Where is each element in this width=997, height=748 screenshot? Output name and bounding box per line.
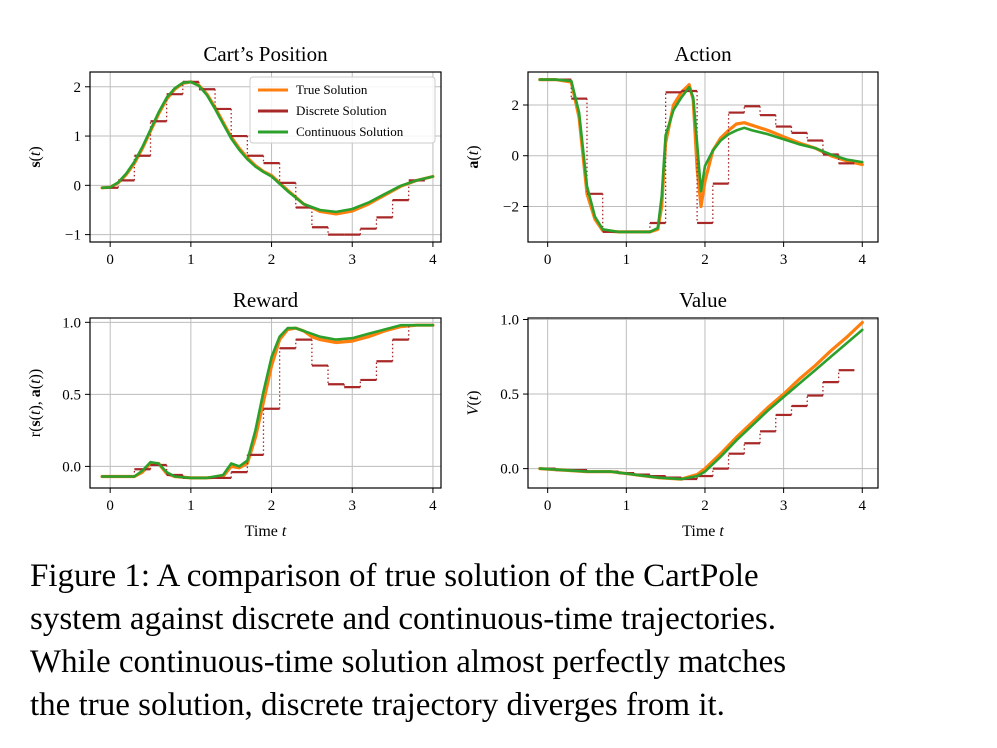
panel-2-y-axis-label: a(t) — [465, 145, 482, 168]
panel-4-true-solution-line — [538, 320, 864, 481]
panel-2-x-tick-label-1: 1 — [623, 252, 631, 268]
panel-1-x-tick-label-1: 1 — [187, 252, 195, 268]
panel-4-y-tick-label-1: 0.5 — [500, 387, 519, 403]
figure: 0 1 2 3 4 −1 0 1 2 Cart’s Position s(t) True Soluti… — [27, 42, 879, 540]
panel-1-legend-label-discrete: Discrete Solution — [296, 103, 387, 118]
panel-2-plot-area — [538, 78, 864, 234]
panel-3-axes-frame — [89, 317, 442, 489]
panel-2-x-tick-label-3: 3 — [780, 252, 788, 268]
panel-3-title: Reward — [233, 288, 299, 312]
panel-3-plot-area — [100, 323, 435, 480]
caption-line-1: Figure 1: A comparison of true solution … — [30, 558, 759, 594]
panel-3-true-solution-line — [100, 323, 435, 480]
panel-1-x-tick-label-3: 3 — [348, 252, 356, 268]
caption-line-4: the true solution, discrete trajectory d… — [30, 687, 725, 723]
panel-1-y-tick-label-2: 1 — [74, 129, 82, 145]
panel-2-y-tick-label-1: 0 — [512, 149, 520, 165]
panel-1-legend-label-continuous: Continuous Solution — [296, 124, 404, 139]
panel-4-x-tick-label-3: 3 — [780, 498, 788, 514]
panel-3-continuous-solution-line — [100, 323, 435, 480]
panel-4-y-axis-label: V(t) — [465, 391, 482, 416]
panel-1-y-axis-label: s(t) — [27, 146, 44, 167]
panel-3-x-tick-label-0: 0 — [106, 498, 114, 514]
action-panel: 0 1 2 3 4 −2 0 2 Action a(t) — [465, 42, 879, 268]
value-panel: 0 1 2 3 4 0.0 0.5 1.0 Value V(t) Time t — [465, 288, 879, 540]
panel-1-x-tick-label-0: 0 — [106, 252, 114, 268]
panel-4-continuous-solution-line — [538, 328, 864, 481]
panel-2-continuous-solution-line — [538, 78, 864, 234]
panel-4-x-tick-label-1: 1 — [623, 498, 631, 514]
panel-2-y-tick-label-0: −2 — [503, 199, 519, 215]
position-panel: 0 1 2 3 4 −1 0 1 2 Cart’s Position s(t) True Soluti… — [27, 42, 442, 268]
panel-3-x-tick-label-2: 2 — [268, 498, 276, 514]
panel-1-axes-frame — [89, 71, 442, 243]
panel-1-x-tick-label-4: 4 — [429, 252, 437, 268]
panel-3-x-tick-label-3: 3 — [348, 498, 356, 514]
panel-1-y-tick-label-3: 2 — [74, 80, 82, 96]
panel-3-x-tick-label-4: 4 — [429, 498, 437, 514]
panel-4-title: Value — [679, 288, 727, 312]
panel-1-plot-area — [100, 80, 435, 236]
reward-panel: 0 1 2 3 4 0.0 0.5 1.0 Reward r(s(t), a(t)) Time t — [27, 288, 442, 540]
panel-4-x-tick-label-4: 4 — [859, 498, 867, 514]
panel-2-axes-frame — [527, 71, 879, 243]
panel-2-discrete-connectors — [570, 79, 840, 232]
panel-4-y-tick-label-2: 1.0 — [500, 312, 519, 328]
panel-2-y-tick-label-2: 2 — [512, 98, 520, 114]
panel-3-y-tick-label-2: 1.0 — [62, 315, 81, 331]
panel-1-continuous-solution-line — [100, 80, 435, 214]
panel-4-plot-area — [538, 320, 864, 481]
panel-3-x-tick-label-1: 1 — [187, 498, 195, 514]
panel-3-y-tick-label-0: 0.0 — [62, 459, 81, 475]
panel-3-y-tick-label-1: 0.5 — [62, 387, 81, 403]
panel-4-axes-frame — [527, 317, 879, 489]
panel-1-x-tick-label-2: 2 — [268, 252, 276, 268]
panel-1-discrete-connectors — [117, 81, 410, 235]
caption-line-2: system against discrete and continuous-t… — [30, 601, 776, 637]
panel-1-legend: True Solution Discrete Solution Continuous… — [249, 76, 436, 144]
panel-2-x-tick-label-0: 0 — [544, 252, 552, 268]
panel-3-x-axis-label: Time t — [245, 523, 287, 540]
panel-3-y-axis-label: r(s(t), a(t)) — [27, 369, 44, 437]
panel-1-legend-label-true: True Solution — [296, 82, 368, 97]
panel-2-x-tick-label-4: 4 — [859, 252, 867, 268]
panel-1-y-tick-label-1: 0 — [74, 178, 82, 194]
caption-line-3: While continuous-time solution almost pe… — [30, 644, 787, 680]
panel-1-legend-box — [249, 76, 436, 144]
panel-2-title: Action — [674, 42, 732, 66]
panel-4-y-tick-label-0: 0.0 — [500, 462, 519, 478]
figure-caption: Figure 1: A comparison of true solution … — [30, 555, 970, 727]
panel-4-x-tick-label-2: 2 — [701, 498, 709, 514]
panel-2-x-tick-label-2: 2 — [701, 252, 709, 268]
panel-4-x-axis-label: Time t — [682, 523, 724, 540]
panel-4-x-tick-label-0: 0 — [544, 498, 552, 514]
panel-1-title: Cart’s Position — [203, 42, 328, 66]
panel-1-y-tick-label-0: −1 — [65, 228, 81, 244]
